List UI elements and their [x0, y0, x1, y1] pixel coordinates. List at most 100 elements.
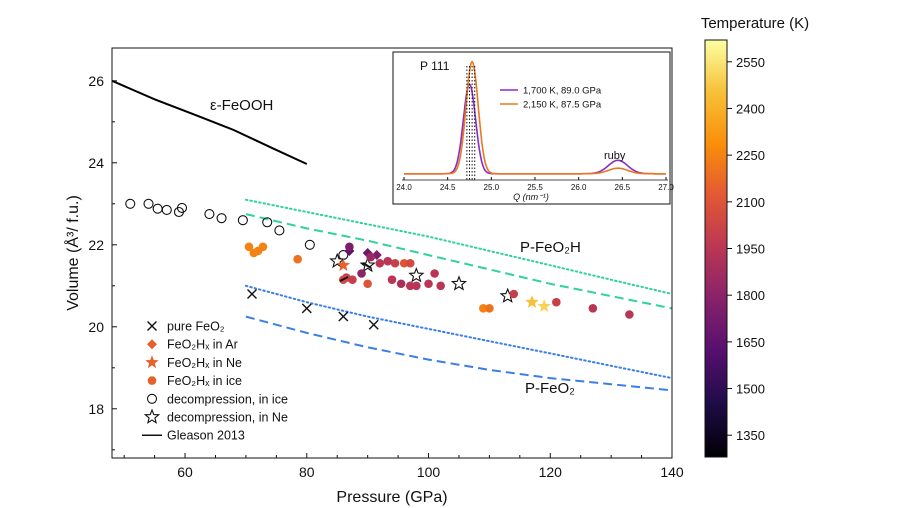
data-markers [125, 198, 634, 330]
data-point-open-circle-7 [216, 213, 227, 224]
x-tick-label-0: 60 [177, 464, 193, 480]
data-point-circle-6 [348, 275, 357, 284]
x-tick-label-1: 80 [299, 464, 315, 480]
data-point-x-3 [368, 319, 379, 330]
data-point-star-2 [537, 299, 551, 312]
y-axis-label: Volume (Å³/ f.u.) [63, 195, 82, 311]
data-point-circle-22 [485, 304, 494, 313]
x-tick-label-3: 120 [539, 464, 563, 480]
series-line-3 [244, 284, 672, 380]
data-point-circle-25 [588, 304, 598, 313]
inset-x-axis-label: Q (nm⁻¹) [513, 192, 549, 202]
legend: pure FeO₂ FeO₂Hₓ in Ar FeO₂Hₓ in Ne FeO₂Hₓ … [142, 320, 288, 443]
data-point-circle-7 [357, 269, 366, 278]
inset-tick-label-3: 25.5 [527, 183, 543, 192]
inset-peak-annotation: ruby [604, 150, 626, 162]
legend-label-6: Gleason 2013 [167, 429, 245, 443]
data-point-circle-10 [383, 256, 393, 266]
legend-label-5: decompression, in Ne [167, 411, 288, 425]
colorbar-ticks: 1350 1500 1650 1800 1950 2100 2250 2400 2550 [727, 55, 765, 443]
y-axis-ticks: 18 20 22 24 26 [88, 73, 117, 451]
data-point-open-circle-9 [262, 217, 273, 228]
data-point-open-circle-11 [304, 239, 315, 250]
y-tick-label-1: 20 [88, 319, 104, 335]
data-point-circle-12 [399, 258, 409, 268]
x-tick-label-4: 140 [660, 464, 684, 480]
annotation-pfeo2: P-FeO₂ [525, 380, 575, 397]
legend-label-0: pure FeO₂ [167, 320, 225, 334]
colorbar-tick-label-8: 2550 [736, 55, 765, 70]
data-point-open-circle-1 [143, 198, 154, 209]
data-point-circle-3 [258, 242, 268, 252]
data-point-open-star-1 [359, 256, 376, 273]
data-point-circle-26 [625, 310, 634, 319]
inset-series-line-1 [404, 60, 666, 175]
data-point-circle-15 [396, 279, 406, 289]
data-point-star-1 [525, 295, 539, 308]
data-point-circle-17 [412, 281, 421, 291]
series-lines [112, 79, 672, 392]
data-point-circle-16 [405, 281, 415, 291]
colorbar-label: Temperature (K) [701, 15, 809, 32]
inset-tick-label-1: 24.5 [440, 183, 456, 192]
legend-marker-2 [145, 355, 159, 369]
inset-x-ticks: 24.0 24.5 25.0 25.5 26.0 26.5 27.0 [396, 177, 674, 192]
data-point-open-circle-3 [161, 204, 172, 215]
data-point-circle-14 [387, 275, 397, 284]
legend-label-2: FeO₂Hₓ in Ne [167, 356, 242, 370]
data-point-open-circle-8 [237, 215, 248, 226]
data-point-open-star-0 [329, 252, 346, 269]
colorbar: Temperature (K) 1350 1500 1650 1800 1950 2100… [701, 15, 809, 458]
inset-tick-label-5: 26.5 [615, 183, 631, 192]
legend-marker-1 [147, 339, 157, 350]
data-point-circle-11 [390, 258, 400, 268]
inset-frame [392, 51, 671, 205]
inset-legend: 1,700 K, 89.0 GPa 2,150 K, 87.5 GPa [500, 86, 602, 111]
x-axis-ticks: 60 80 100 120 140 [123, 453, 684, 480]
inset-tick-label-2: 25.0 [484, 183, 500, 192]
y-tick-label-0: 18 [88, 401, 104, 417]
y-tick-label-3: 24 [88, 155, 104, 171]
pointer-arrow-1 [362, 262, 372, 269]
inset-legend-label-1: 2,150 K, 87.5 GPa [523, 100, 602, 111]
legend-label-3: FeO₂Hₓ in ice [167, 374, 242, 388]
data-point-circle-29 [363, 279, 372, 289]
inset-tick-label-0: 24.0 [396, 183, 412, 192]
series-line-2 [245, 213, 672, 310]
data-point-open-circle-5 [176, 202, 188, 213]
pointer-arrow-0 [339, 276, 349, 282]
colorbar-tick-label-1: 1500 [736, 382, 765, 397]
legend-label-1: FeO₂Hₓ in Ar [167, 338, 238, 352]
data-point-circle-23 [509, 289, 519, 299]
legend-marker-5 [143, 408, 161, 424]
data-point-x-1 [301, 303, 312, 314]
data-point-open-circle-2 [152, 203, 163, 214]
y-tick-label-4: 26 [88, 73, 104, 89]
data-point-open-circle-6 [204, 209, 215, 220]
annotation-feooh: ε-FeOOH [210, 97, 273, 114]
data-point-circle-27 [345, 242, 354, 252]
data-point-circle-20 [436, 281, 445, 291]
inset-title: P 111 [420, 59, 450, 73]
data-point-open-circle-0 [125, 198, 136, 209]
colorbar-tick-label-4: 1950 [736, 242, 765, 257]
data-point-circle-0 [244, 242, 254, 252]
x-axis-label: Pressure (GPa) [336, 489, 447, 506]
colorbar-gradient [704, 39, 728, 458]
inset-legend-label-0: 1,700 K, 89.0 GPa [523, 86, 602, 97]
data-point-open-circle-10 [274, 225, 285, 236]
legend-marker-4 [146, 393, 158, 404]
annotation-pfeo2h: P-FeO₂H [520, 239, 581, 256]
legend-marker-3 [147, 376, 157, 385]
colorbar-tick-label-0: 1350 [736, 428, 765, 443]
data-point-circle-4 [293, 254, 302, 264]
inset-chart: 24.0 24.5 25.0 25.5 26.0 26.5 27.0 P 111 ruby … [392, 51, 674, 205]
series-line-0 [112, 79, 308, 165]
data-point-circle-8 [366, 252, 375, 262]
y-tick-label-2: 22 [88, 237, 104, 253]
colorbar-tick-label-7: 2400 [736, 101, 765, 116]
data-point-circle-13 [405, 258, 415, 268]
data-point-circle-9 [375, 258, 385, 268]
colorbar-tick-label-3: 1800 [736, 288, 765, 303]
inset-tick-label-4: 26.0 [571, 183, 587, 192]
